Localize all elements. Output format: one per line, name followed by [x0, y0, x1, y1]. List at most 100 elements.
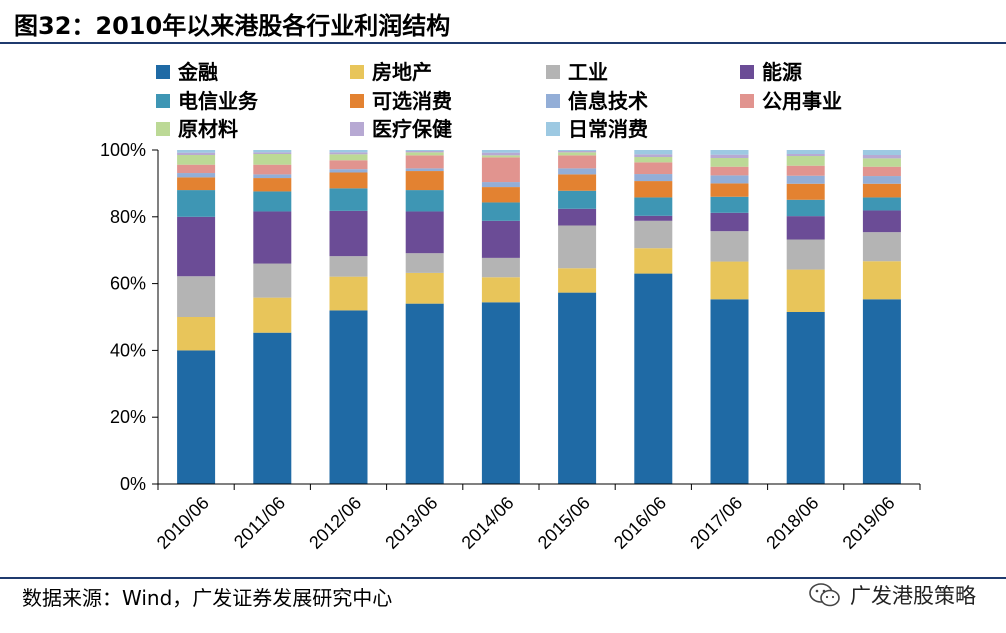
- bar-segment-2017/06-电信业务: [710, 196, 749, 213]
- bar-segment-2017/06-公用事业: [710, 166, 749, 176]
- bar-segment-2015/06-可选消费: [558, 174, 597, 191]
- bar-segment-2019/06-金融: [862, 299, 901, 484]
- bar-segment-2019/06-医疗保健: [862, 155, 901, 159]
- bar-segment-2011/06-工业: [253, 263, 292, 298]
- bar-segment-2017/06-可选消费: [710, 183, 749, 197]
- y-tick-label: 80%: [110, 207, 146, 227]
- legend-label-5: 可选消费: [372, 89, 452, 113]
- watermark: 广发港股策略: [808, 580, 976, 610]
- bar-segment-2010/06-能源: [177, 216, 216, 277]
- title-rule: [0, 42, 1006, 44]
- bar-segment-2019/06-信息技术: [862, 176, 901, 184]
- legend-swatch-0: [156, 65, 170, 79]
- bar-segment-2014/06-工业: [481, 257, 520, 278]
- bar-segment-2017/06-原材料: [710, 158, 749, 167]
- bar-segment-2016/06-能源: [634, 215, 673, 221]
- x-tick-label: 2015/06: [534, 493, 594, 553]
- bar-segment-2018/06-工业: [786, 239, 825, 270]
- bar-segment-2012/06-日常消费: [329, 150, 368, 153]
- bar-segment-2012/06-房地产: [329, 276, 368, 311]
- bar-segment-2018/06-能源: [786, 216, 825, 240]
- figure-title: 图32：2010年以来港股各行业利润结构: [14, 12, 451, 40]
- bar-segment-2014/06-能源: [481, 220, 520, 258]
- watermark-text: 广发港股策略: [850, 584, 976, 608]
- bar-segment-2011/06-金融: [253, 332, 292, 484]
- legend-label-9: 医疗保健: [372, 117, 452, 141]
- bar-segment-2014/06-原材料: [481, 155, 520, 158]
- bar-segment-2010/06-房地产: [177, 317, 216, 351]
- bar-segment-2017/06-日常消费: [710, 150, 749, 155]
- bar-segment-2018/06-可选消费: [786, 183, 825, 200]
- legend-label-6: 信息技术: [568, 89, 648, 113]
- x-tick-label: 2014/06: [458, 493, 518, 553]
- bar-segment-2010/06-公用事业: [177, 164, 216, 174]
- bar-segment-2011/06-信息技术: [253, 174, 292, 179]
- bar-segment-2017/06-能源: [710, 212, 749, 232]
- bar-segment-2010/06-医疗保健: [177, 152, 216, 156]
- bar-segment-2016/06-信息技术: [634, 174, 673, 182]
- legend-swatch-2: [546, 65, 560, 79]
- bar-segment-2014/06-金融: [481, 302, 520, 484]
- x-tick-label: 2010/06: [153, 493, 213, 553]
- bar-segment-2015/06-公用事业: [558, 155, 597, 169]
- bar-segment-2013/06-原材料: [405, 152, 444, 156]
- bar-segment-2010/06-工业: [177, 276, 216, 317]
- legend-swatch-8: [156, 122, 170, 136]
- legend-label-3: 能源: [762, 60, 802, 84]
- legend-label-7: 公用事业: [762, 89, 842, 113]
- bar-segment-2012/06-公用事业: [329, 160, 368, 170]
- legend-swatch-3: [740, 65, 754, 79]
- bar-segment-2018/06-原材料: [786, 156, 825, 166]
- bar-segment-2012/06-可选消费: [329, 172, 368, 189]
- bar-segment-2013/06-公用事业: [405, 155, 444, 169]
- bar-segment-2013/06-能源: [405, 211, 444, 254]
- bar-segment-2010/06-原材料: [177, 155, 216, 165]
- bar-segment-2019/06-工业: [862, 232, 901, 262]
- bar-segment-2012/06-能源: [329, 210, 368, 257]
- x-tick-label: 2012/06: [305, 493, 365, 553]
- bar-segment-2012/06-原材料: [329, 154, 368, 161]
- bar-segment-2015/06-日常消费: [558, 150, 597, 152]
- footer-rule: [0, 577, 1006, 579]
- bar-segment-2017/06-信息技术: [710, 175, 749, 184]
- x-tick-label: 2019/06: [839, 493, 899, 553]
- legend-swatch-5: [350, 94, 364, 108]
- x-tick-label: 2011/06: [230, 493, 289, 552]
- legend-swatch-4: [156, 94, 170, 108]
- bar-segment-2011/06-房地产: [253, 297, 292, 333]
- bar-segment-2019/06-房地产: [862, 261, 901, 300]
- bar-segment-2011/06-日常消费: [253, 150, 292, 153]
- bar-segment-2014/06-可选消费: [481, 187, 520, 203]
- bar-segment-2010/06-日常消费: [177, 150, 216, 153]
- legend-label-10: 日常消费: [568, 117, 648, 141]
- bar-segment-2011/06-原材料: [253, 154, 292, 165]
- legend-label-4: 电信业务: [178, 89, 259, 113]
- bar-segment-2015/06-能源: [558, 208, 597, 226]
- legend-swatch-7: [740, 94, 754, 108]
- bar-segment-2012/06-医疗保健: [329, 152, 368, 155]
- bar-segment-2016/06-日常消费: [634, 150, 673, 155]
- bar-segment-2011/06-公用事业: [253, 164, 292, 175]
- legend-swatch-1: [350, 65, 364, 79]
- legend-swatch-9: [350, 122, 364, 136]
- bar-segment-2010/06-电信业务: [177, 190, 216, 217]
- y-tick-label: 100%: [100, 140, 146, 160]
- bar-segment-2011/06-能源: [253, 211, 292, 264]
- bar-segment-2019/06-可选消费: [862, 183, 901, 198]
- source-note: 数据来源：Wind，广发证券发展研究中心: [22, 586, 393, 610]
- bar-segment-2015/06-医疗保健: [558, 151, 597, 153]
- bar-segment-2019/06-电信业务: [862, 197, 901, 211]
- bar-segment-2011/06-可选消费: [253, 178, 292, 192]
- bar-segment-2016/06-医疗保健: [634, 154, 673, 158]
- bar-segment-2016/06-工业: [634, 220, 673, 249]
- legend-label-0: 金融: [177, 60, 218, 84]
- x-tick-label: 2017/06: [686, 493, 746, 553]
- bar-segment-2014/06-房地产: [481, 277, 520, 303]
- bar-segment-2013/06-医疗保健: [405, 151, 444, 153]
- x-axis: 2010/06 2011/06 2012/06 2013/06 2014/06 2015/…: [153, 483, 921, 553]
- bar-segment-2015/06-原材料: [558, 152, 597, 156]
- bar-segment-2013/06-房地产: [405, 272, 444, 304]
- bar-segment-2018/06-信息技术: [786, 175, 825, 184]
